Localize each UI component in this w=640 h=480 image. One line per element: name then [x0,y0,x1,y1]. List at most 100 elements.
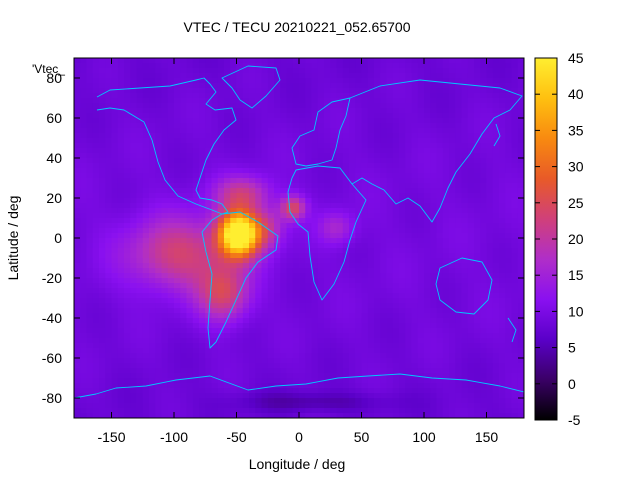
heatmap-cell [280,98,288,104]
heatmap-cell [205,378,213,384]
heatmap-cell [430,313,438,319]
heatmap-cell [242,153,250,159]
heatmap-cell [399,368,406,374]
heatmap-cell [455,343,463,349]
heatmap-cell [249,308,256,314]
heatmap-cell [461,248,469,254]
heatmap-cell [405,128,413,134]
heatmap-cell [236,208,244,214]
heatmap-cell [442,73,450,79]
heatmap-cell [136,243,144,249]
heatmap-cell [186,93,194,99]
heatmap-cell [117,68,125,74]
heatmap-cell [330,118,338,124]
heatmap-cell [224,128,231,134]
heatmap-cell [249,363,256,369]
heatmap-cell [124,323,131,329]
heatmap-cell [449,138,456,144]
heatmap-cell [261,188,269,194]
heatmap-cell [461,323,469,329]
heatmap-cell [230,403,238,409]
heatmap-cell [99,203,106,209]
heatmap-cell [186,268,194,274]
heatmap-cell [486,158,494,164]
heatmap-cell [399,73,406,79]
heatmap-cell [211,153,219,159]
heatmap-cell [155,318,163,324]
heatmap-cell [217,213,225,219]
heatmap-cell [324,353,331,359]
heatmap-cell [217,158,225,164]
heatmap-cell [511,138,519,144]
heatmap-cell [192,283,200,289]
heatmap-cell [217,83,225,89]
heatmap-cell [361,128,369,134]
heatmap-cell [392,63,400,69]
heatmap-cell [311,363,319,369]
heatmap-cell [417,258,425,264]
heatmap-cell [80,313,88,319]
heatmap-cell [211,343,219,349]
heatmap-cell [199,108,206,114]
heatmap-cell [224,318,231,324]
heatmap-cell [417,173,425,179]
heatmap-cell [205,363,213,369]
heatmap-cell [242,228,250,234]
heatmap-cell [242,183,250,189]
heatmap-cell [417,398,425,404]
heatmap-cell [305,138,313,144]
heatmap-cell [124,188,131,194]
heatmap-cell [111,233,119,239]
heatmap-cell [136,398,144,404]
heatmap-cell [386,153,394,159]
heatmap-cell [455,243,463,249]
heatmap-cell [117,123,125,129]
heatmap-cell [217,123,225,129]
heatmap-cell [405,298,413,304]
heatmap-cell [317,293,325,299]
heatmap-cell [492,108,500,114]
heatmap-cell [186,313,194,319]
heatmap-cell [455,378,463,384]
heatmap-cell [392,173,400,179]
heatmap-cell [455,383,463,389]
heatmap-cell [380,163,388,169]
heatmap-cell [117,223,125,229]
heatmap-cell [105,213,113,219]
heatmap-cell [442,303,450,309]
heatmap-cell [149,78,156,84]
heatmap-cell [236,173,244,179]
heatmap-cell [186,328,194,334]
heatmap-cell [517,158,524,164]
heatmap-cell [442,193,450,199]
heatmap-cell [230,223,238,229]
heatmap-cell [261,208,269,214]
heatmap-cell [192,73,200,79]
heatmap-cell [342,158,350,164]
heatmap-cell [280,193,288,199]
heatmap-cell [130,68,138,74]
heatmap-cell [411,383,419,389]
heatmap-cell [199,208,206,214]
heatmap-cell [249,163,256,169]
heatmap-cell [305,353,313,359]
heatmap-cell [355,318,363,324]
heatmap-cell [292,398,300,404]
heatmap-cell [155,108,163,114]
heatmap-cell [517,263,524,269]
heatmap-cell [299,388,306,394]
heatmap-cell [92,388,100,394]
heatmap-cell [280,113,288,119]
heatmap-cell [486,193,494,199]
heatmap-cell [124,103,131,109]
heatmap-cell [380,233,388,239]
heatmap-cell [392,313,400,319]
heatmap-cell [511,303,519,309]
heatmap-cell [174,163,181,169]
heatmap-cell [230,333,238,339]
heatmap-cell [92,178,100,184]
heatmap-cell [236,218,244,224]
heatmap-cell [74,128,81,134]
heatmap-cell [367,223,375,229]
heatmap-cell [317,398,325,404]
